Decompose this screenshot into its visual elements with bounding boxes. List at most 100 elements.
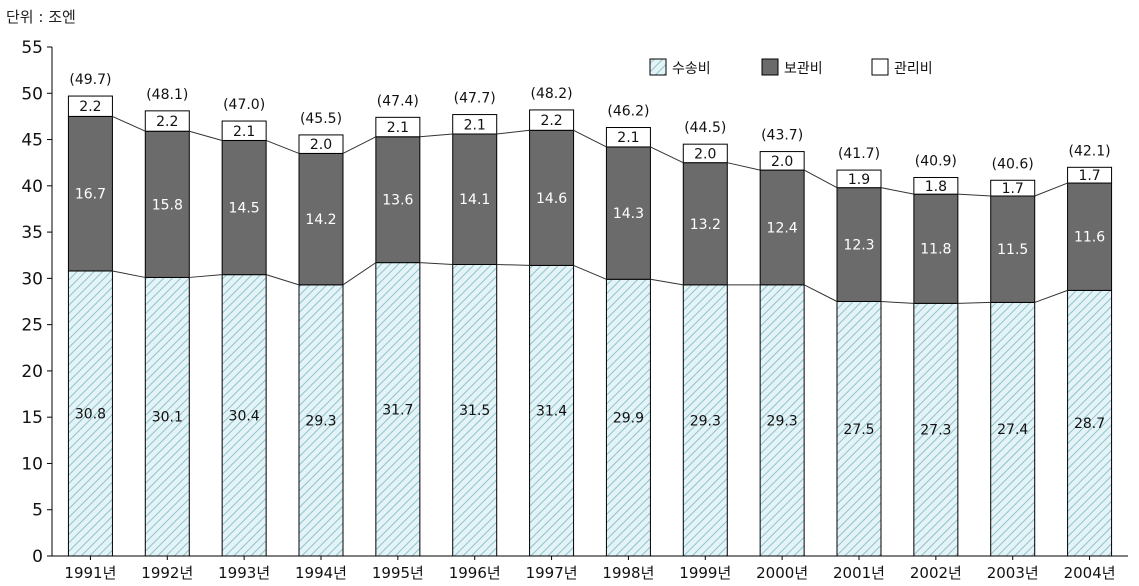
x-tick-label: 2000년 [756,564,808,582]
data-label: 2.1 [387,120,409,136]
data-label: 29.9 [613,411,644,427]
data-label: 1.9 [848,172,870,188]
data-label: 12.4 [767,220,798,236]
bar-segment-transport [836,301,882,557]
legend-label: 수송비 [672,61,711,77]
connector-line [650,278,684,286]
x-tick-label: 2002년 [910,564,962,582]
data-label: 27.3 [920,423,951,439]
bar-segment-storage [990,195,1036,303]
total-label: (46.2) [607,104,649,120]
data-label: 14.5 [229,201,260,217]
total-label: (41.7) [838,146,880,162]
data-label: 2.2 [79,99,101,115]
data-label: 14.3 [613,206,644,222]
y-tick-label: 25 [21,316,43,336]
connector-line [880,301,914,304]
data-label: 27.4 [997,422,1028,438]
bar-segment-management [1067,166,1113,184]
connector-line [112,115,146,132]
x-tick-label: 1996년 [449,564,501,582]
bar-segment-transport [452,263,498,557]
connector-line [880,187,914,195]
bar-segment-storage [529,129,575,266]
x-tick-label: 1995년 [372,564,424,582]
legend-label: 관리비 [894,61,933,77]
total-label: (44.5) [684,120,726,136]
bar-segment-management [759,151,805,171]
data-label: 2.0 [310,137,332,153]
y-tick-label: 45 [21,131,43,151]
data-label: 13.2 [690,217,721,233]
bar-segment-transport [990,301,1036,557]
bar-segment-storage [836,187,882,303]
unit-label: 단위 : 조엔 [6,8,76,26]
bar-segment-transport [1067,289,1113,557]
data-label: 27.5 [843,422,874,438]
data-label: 11.8 [920,242,951,258]
bar-segment-management [67,95,113,117]
data-label: 2.1 [617,130,639,146]
total-label: (48.1) [146,87,188,103]
data-label: 30.4 [229,408,260,424]
data-label: 2.0 [771,154,793,170]
data-label: 14.6 [536,191,567,207]
bars [67,95,1113,557]
bar-segment-transport [375,262,421,557]
x-tick-label: 1991년 [64,564,116,582]
data-label: 14.2 [305,212,336,228]
data-label: 31.7 [382,402,413,418]
x-tick-label: 2003년 [987,564,1039,582]
data-label: 14.1 [459,192,490,208]
legend-label: 보관비 [784,61,823,77]
data-labels: 30.8 30.1 30.4 29.3 31.7 31.5 31.4 29.9 29.3 29.3… [69,72,1110,439]
data-label: 29.3 [767,413,798,429]
data-label: 16.7 [75,187,106,203]
connector-line [496,129,530,135]
connector-line [573,129,607,148]
connector-line [650,146,684,164]
total-label: (49.7) [69,72,111,88]
connector-line [727,162,761,171]
bar-segment-transport [529,264,575,557]
total-label: (47.0) [223,97,265,113]
y-tick-label: 35 [21,223,43,243]
data-label: 13.6 [382,193,413,209]
x-tick-label: 1998년 [602,564,654,582]
total-label: (43.7) [761,128,803,144]
connector-line [496,263,530,266]
bar-segment-storage [144,130,190,278]
bar-segment-management [452,114,498,135]
bar-segment-management [913,176,959,195]
data-label: 1.7 [1078,168,1100,184]
legend-swatch [761,58,779,76]
bar-segment-transport [221,274,267,557]
bar-segment-storage [67,115,113,272]
y-tick-label: 10 [21,454,43,474]
bar-segment-transport [298,284,344,557]
total-label: (47.7) [454,91,496,107]
connector-line [189,274,223,278]
data-label: 30.8 [75,406,106,422]
legend-swatch [871,58,889,76]
connector-line [419,262,453,265]
y-tick-label: 40 [21,177,43,197]
connector-line [803,169,838,189]
x-tick-label: 1999년 [679,564,731,582]
total-label: (45.5) [300,111,342,127]
connector-line [1034,182,1068,197]
bar-segment-storage [682,162,728,286]
bar-segment-transport [605,278,651,557]
x-tick-label: 1992년 [141,564,193,582]
bar-segment-management [682,143,728,164]
x-tick-label: 1993년 [218,564,270,582]
bar-segment-management [221,120,267,141]
bar-segment-transport [682,284,728,557]
bar-segment-management [375,116,421,138]
bar-segment-transport [759,284,805,557]
total-label: (40.9) [915,153,957,169]
connector-line [342,262,377,286]
bar-segment-storage [452,133,498,265]
x-tick-label: 2001년 [833,564,885,582]
data-label: 2.2 [156,114,178,130]
